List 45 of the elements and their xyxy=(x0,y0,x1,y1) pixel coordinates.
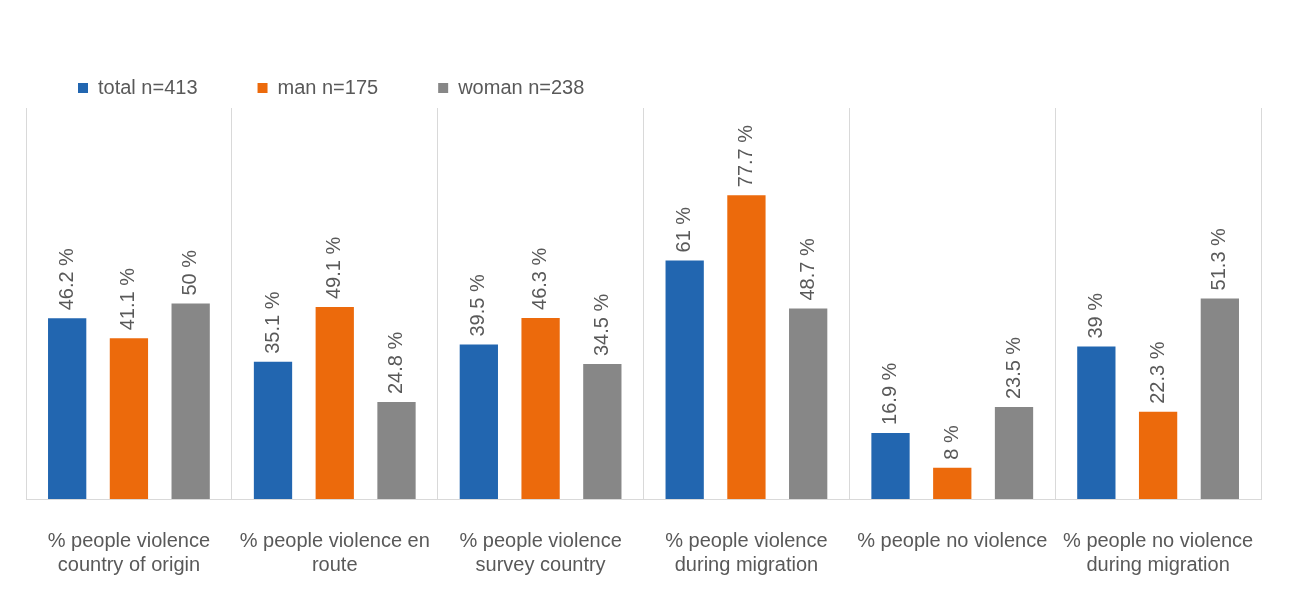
bar xyxy=(171,303,210,499)
data-label: 16.9 % xyxy=(878,362,901,425)
bar xyxy=(933,467,972,499)
legend-label: man n=175 xyxy=(277,75,379,98)
legend-label: total n=413 xyxy=(98,75,198,98)
data-label: 48.7 % xyxy=(795,238,818,301)
bar xyxy=(1077,346,1116,499)
bar xyxy=(789,308,828,499)
bar xyxy=(253,361,293,499)
data-label: 61 % xyxy=(672,206,695,253)
data-label: 24.8 % xyxy=(384,331,407,395)
x-tick-label: % people violence country of origin xyxy=(47,528,211,575)
bar xyxy=(583,364,622,499)
data-label: 39 % xyxy=(1083,292,1106,339)
x-tick-label: % people violence during migration xyxy=(665,528,828,575)
data-label: 23.5 % xyxy=(1001,336,1024,400)
data-label: 51.3 % xyxy=(1207,227,1230,291)
bar xyxy=(315,307,354,499)
data-label: 39.5 % xyxy=(466,274,489,337)
bar xyxy=(1138,411,1178,499)
bar xyxy=(1200,298,1239,499)
data-label: 22.3 % xyxy=(1145,341,1168,404)
bar xyxy=(109,338,149,499)
bar xyxy=(48,318,87,499)
bar xyxy=(521,317,560,499)
bar xyxy=(994,407,1034,499)
data-label: 49.1 % xyxy=(322,236,345,300)
data-label: 77.7 % xyxy=(733,124,756,188)
bar xyxy=(871,432,910,499)
legend-label: woman n=238 xyxy=(457,75,585,98)
data-label: 46.3 % xyxy=(528,247,551,310)
x-tick-label: % people violence survey country xyxy=(459,528,622,575)
x-tick-label: % people no violence during migration xyxy=(1063,528,1254,575)
data-label: 34.5 % xyxy=(589,293,612,357)
bar xyxy=(665,260,704,499)
data-label: 8 % xyxy=(939,425,962,460)
data-label: 41.1 % xyxy=(116,267,139,331)
x-tick-label: % people violence en route xyxy=(239,528,430,575)
data-label: 46.2 % xyxy=(54,247,77,311)
bar xyxy=(727,195,766,499)
data-label: 35.1 % xyxy=(260,291,283,354)
bar xyxy=(377,402,416,499)
bar xyxy=(459,344,498,499)
data-label: 50 % xyxy=(178,249,201,296)
x-tick-label: % people no violence xyxy=(857,528,1048,551)
